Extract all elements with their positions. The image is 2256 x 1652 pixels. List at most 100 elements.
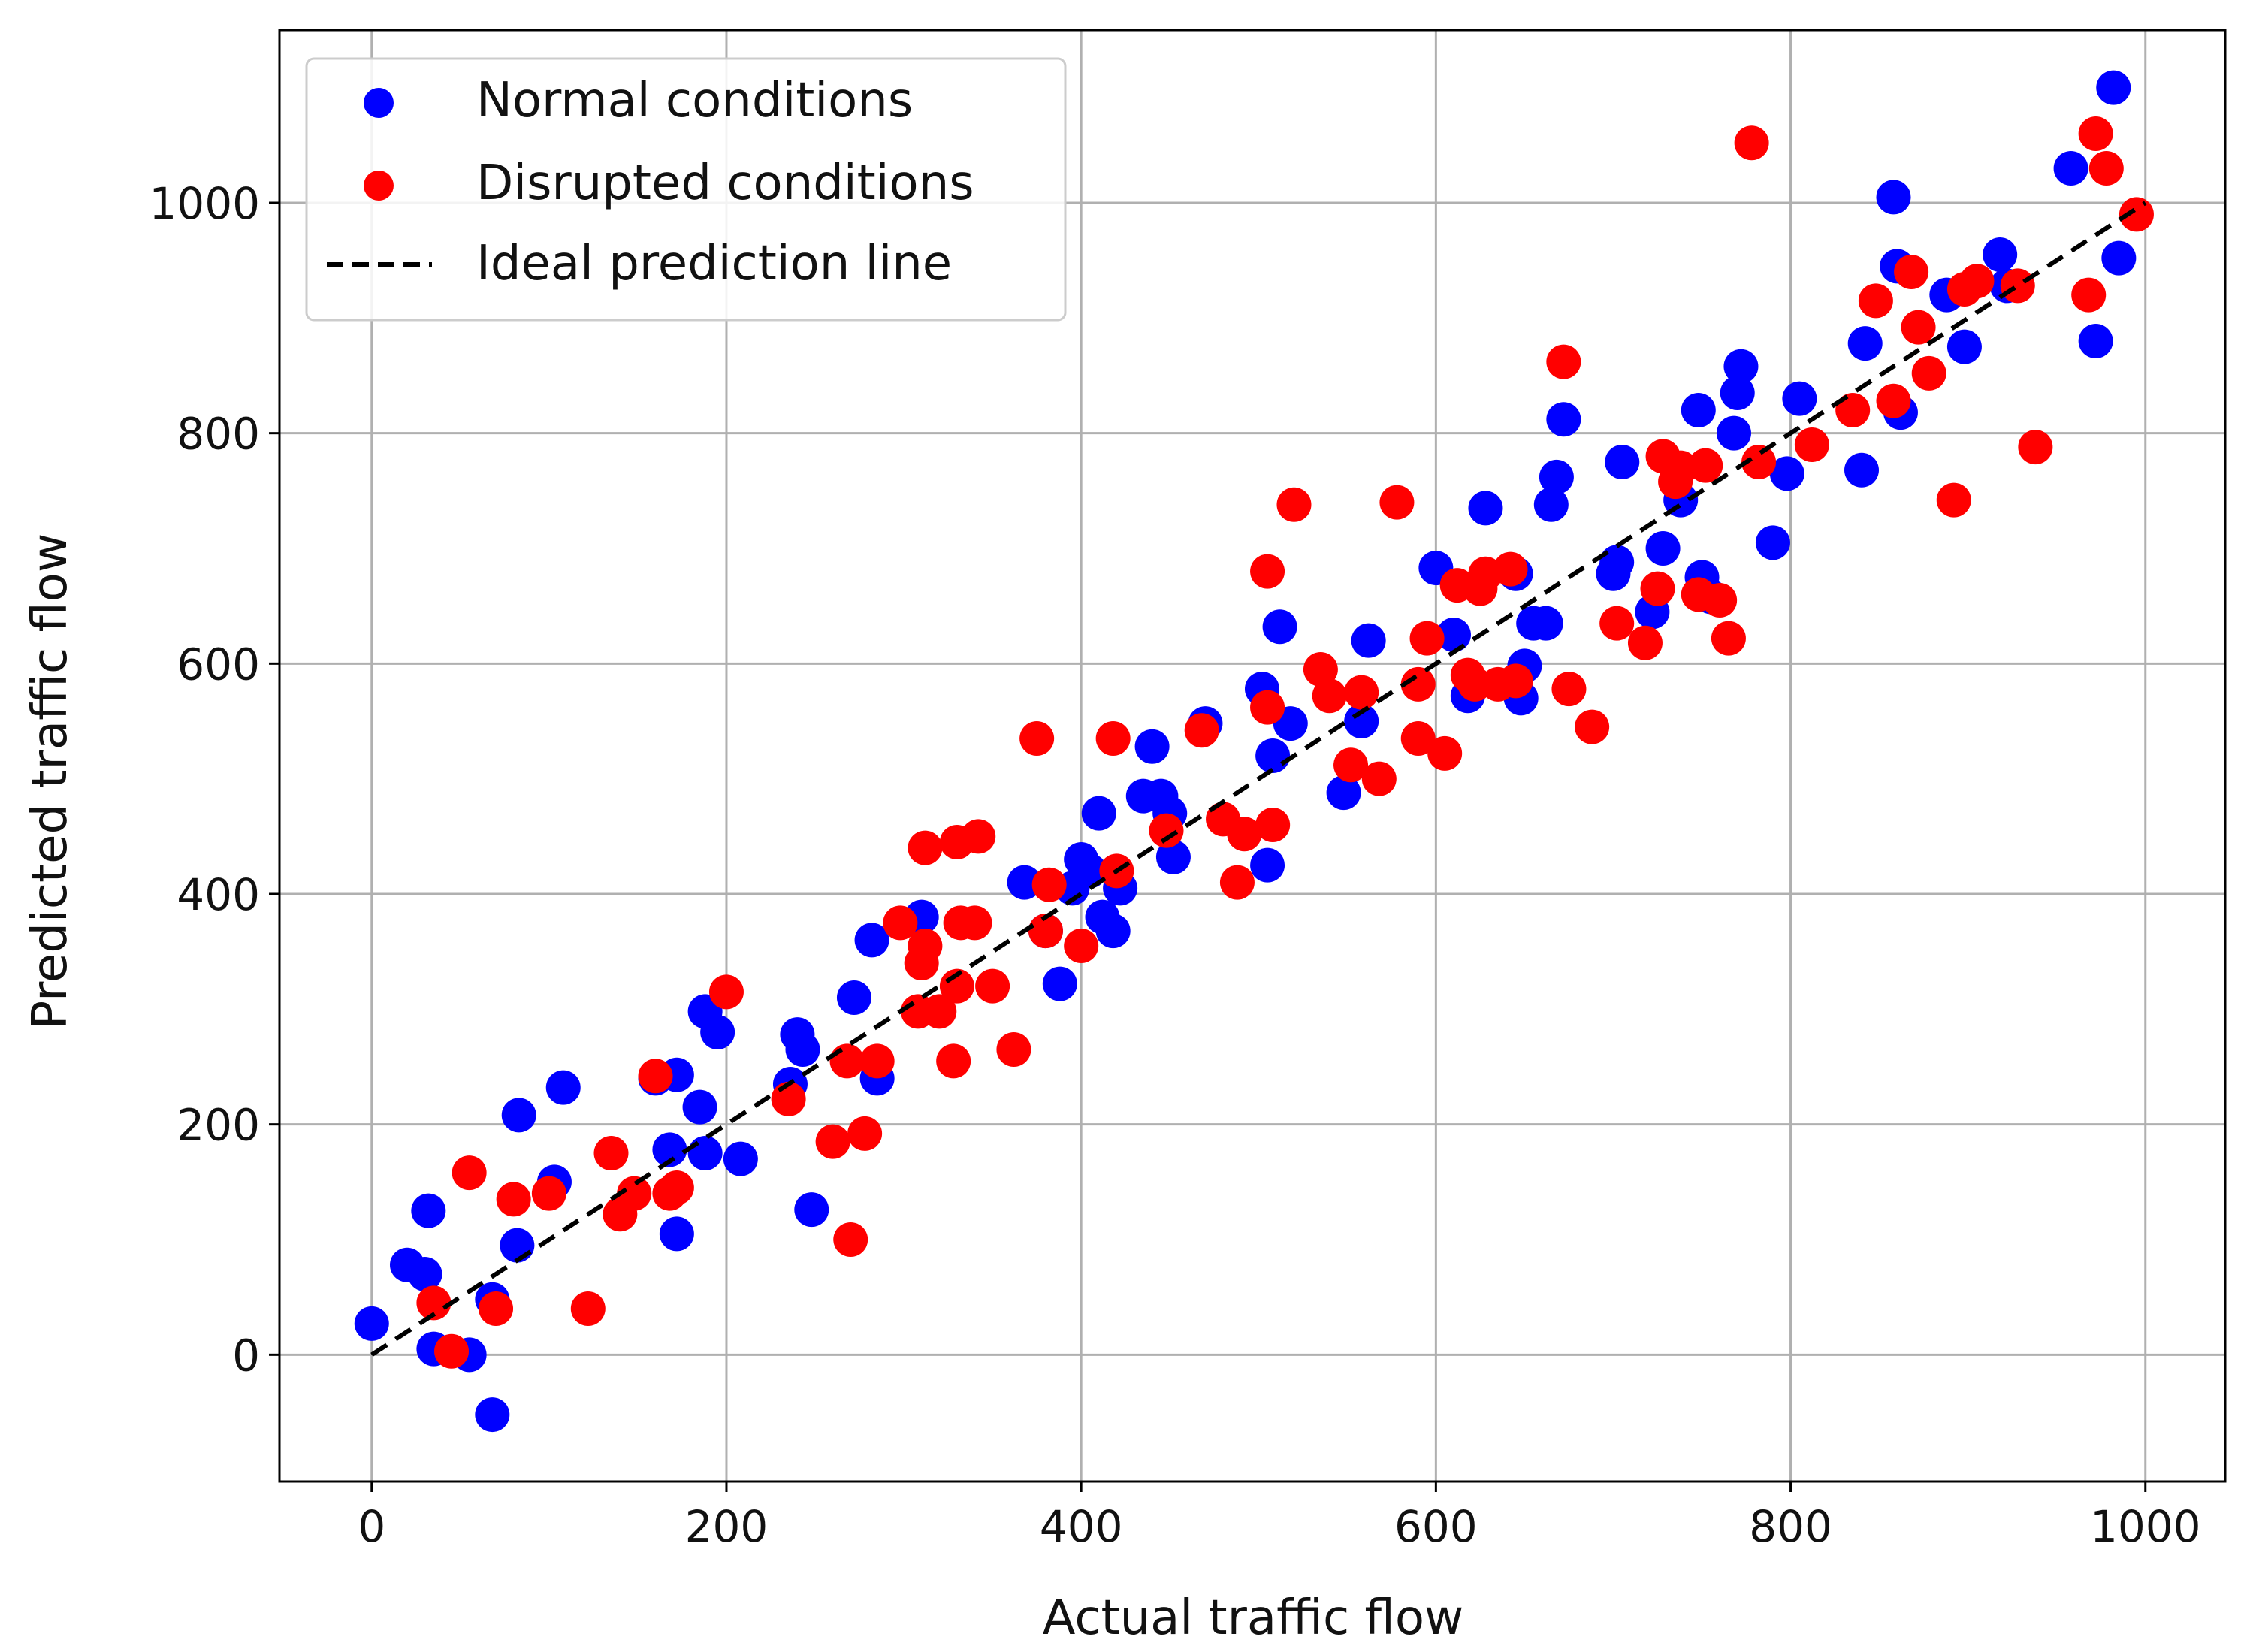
normal-point: [1262, 609, 1297, 645]
disrupted-point: [1498, 663, 1533, 699]
disrupted-point: [1028, 914, 1063, 949]
disrupted-point: [1627, 625, 1663, 660]
normal-point: [1351, 623, 1386, 658]
ideal-prediction-line: [370, 201, 2147, 1357]
disrupted-point: [1400, 721, 1436, 756]
normal-point: [1546, 402, 1581, 437]
normal-point: [1539, 459, 1574, 494]
normal-point: [1081, 796, 1116, 831]
disrupted-point: [1734, 125, 1769, 161]
disrupted-point: [1959, 264, 1995, 299]
disrupted-point: [1344, 675, 1379, 710]
disrupted-point: [2119, 197, 2154, 232]
legend-label-disrupted: Disrupted conditions: [476, 156, 974, 211]
disrupted-point: [1149, 813, 1184, 848]
disrupted-point: [957, 905, 992, 941]
disrupted-point: [859, 1043, 895, 1079]
disrupted-point: [883, 905, 918, 941]
disrupted-point: [1031, 867, 1067, 902]
normal-point: [652, 1132, 687, 1167]
normal-point: [2101, 240, 2137, 276]
normal-point: [1946, 329, 1982, 364]
normal-point: [545, 1070, 581, 1105]
disrupted-point: [434, 1333, 470, 1369]
disrupted-point: [638, 1059, 673, 1094]
disrupted-point: [1575, 709, 1610, 744]
disrupted-point: [1019, 721, 1055, 756]
points-layer: [354, 70, 2154, 1433]
disrupted-point: [2000, 268, 2035, 304]
disrupted-point: [1227, 817, 1262, 852]
disrupted-point: [847, 1116, 883, 1151]
disrupted-point: [1095, 721, 1131, 756]
normal-point: [1255, 738, 1291, 773]
plot-frame: [278, 29, 2227, 1483]
disrupted-point: [908, 830, 943, 865]
disrupted-point: [1702, 583, 1738, 618]
normal-point: [1468, 491, 1503, 526]
disrupted-point: [1911, 355, 1946, 391]
normal-point: [1782, 381, 1817, 416]
normal-point: [659, 1216, 694, 1252]
disrupted-point: [1876, 383, 1911, 418]
disrupted-point: [961, 819, 996, 854]
disrupted-point: [2018, 430, 2053, 465]
x-tick-label: 600: [1394, 1501, 1478, 1552]
disrupted-point: [1333, 747, 1369, 783]
normal-point: [354, 1306, 389, 1341]
normal-point: [1720, 376, 1755, 410]
disrupted-point: [1835, 393, 1871, 427]
normal-point: [1755, 525, 1790, 560]
legend-label-normal: Normal conditions: [476, 73, 913, 128]
disrupted-point: [1276, 487, 1312, 522]
normal-point: [1155, 839, 1191, 874]
disrupted-point: [1250, 690, 1285, 725]
y-tick-label: 0: [232, 1330, 260, 1381]
normal-point: [1436, 618, 1471, 652]
normal-point: [836, 980, 871, 1015]
normal-point: [700, 1015, 735, 1049]
disrupted-point: [1255, 808, 1291, 842]
disrupted-point: [1409, 621, 1445, 656]
disrupted-point: [1312, 678, 1347, 714]
disrupted-point: [1894, 255, 1929, 289]
normal-point: [1847, 326, 1883, 361]
normal-point: [501, 1098, 536, 1133]
y-tick-label: 400: [177, 869, 260, 920]
disrupted-point: [1663, 450, 1699, 485]
disrupted-point: [617, 1176, 652, 1211]
disrupted-point: [479, 1291, 514, 1326]
normal-point: [1769, 456, 1804, 491]
normal-point: [1717, 415, 1752, 451]
disrupted-point: [531, 1176, 566, 1211]
normal-point: [411, 1193, 446, 1228]
x-axis-label: Actual traffic flow: [1043, 1590, 1464, 1646]
normal-point: [407, 1257, 442, 1291]
normal-point: [2096, 70, 2131, 105]
normal-point: [1042, 966, 1077, 1001]
disrupted-point: [1711, 621, 1746, 656]
normal-point: [1007, 865, 1042, 900]
legend-marker-normal: [364, 88, 394, 118]
disrupted-point: [939, 968, 974, 1004]
disrupted-point: [1901, 310, 1936, 345]
disrupted-point: [1546, 344, 1581, 379]
normal-point: [1605, 445, 1640, 479]
disrupted-point: [2071, 277, 2107, 313]
x-tick-label: 400: [1040, 1501, 1123, 1552]
normal-point: [2078, 324, 2113, 358]
normal-point: [1681, 393, 1716, 427]
normal-point: [1983, 237, 2018, 272]
disrupted-point: [2078, 116, 2113, 151]
disrupted-point: [659, 1170, 694, 1205]
disrupted-point: [2088, 151, 2124, 186]
normal-point: [1645, 531, 1681, 566]
disrupted-point: [1551, 672, 1587, 707]
disrupted-point: [1688, 448, 1723, 483]
disrupted-point: [922, 994, 957, 1029]
disrupted-point: [1303, 652, 1338, 687]
disrupted-point: [1741, 445, 1777, 479]
disrupted-point: [496, 1182, 531, 1217]
